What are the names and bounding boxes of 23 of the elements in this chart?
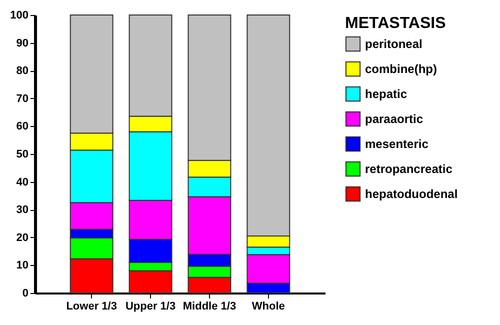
legend-label: hepatoduodenal <box>365 187 458 201</box>
legend-label: peritoneal <box>365 37 422 51</box>
legend-title: METASTASIS <box>345 15 446 32</box>
legend-label: mesenteric <box>365 137 429 151</box>
y-tick-label: 0 <box>22 288 28 300</box>
x-tick-label: Upper 1/3 <box>125 300 176 312</box>
legend-label: hepatic <box>365 87 408 101</box>
y-tick-label: 20 <box>16 232 28 244</box>
y-tick-label: 60 <box>16 120 28 133</box>
legend-label: combine(hp) <box>365 62 437 76</box>
y-tick-label: 90 <box>16 37 28 50</box>
y-tick-label: 10 <box>16 260 28 272</box>
y-tick-label: 50 <box>16 148 28 160</box>
x-tick-label: Lower 1/3 <box>66 300 117 312</box>
x-tick-label: Middle 1/3 <box>182 300 236 312</box>
legend-label: paraaortic <box>365 112 424 126</box>
y-tick-label: 30 <box>16 204 28 216</box>
y-tick-label: 100 <box>10 10 28 22</box>
y-tick-label: 70 <box>16 92 28 105</box>
legend-label: retropancreatic <box>365 162 453 176</box>
y-tick-label: 40 <box>16 176 28 188</box>
y-tick-label: 80 <box>16 65 28 78</box>
x-tick-label: Whole <box>252 300 285 312</box>
